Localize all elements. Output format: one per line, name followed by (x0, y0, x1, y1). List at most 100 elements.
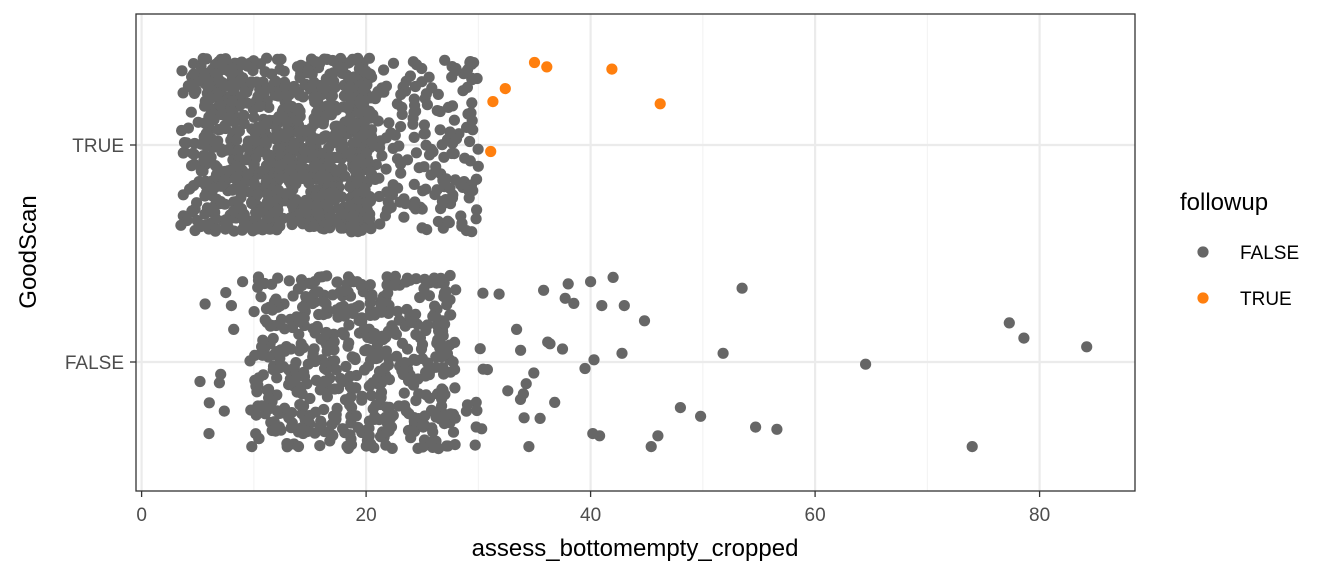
data-point (464, 135, 476, 148)
data-point (366, 136, 378, 148)
data-point (345, 226, 358, 238)
data-point (325, 211, 337, 223)
data-point (419, 273, 431, 285)
data-point (298, 198, 310, 210)
data-point (396, 108, 408, 120)
data-point (652, 430, 664, 442)
data-point (579, 362, 591, 375)
data-point (302, 358, 314, 370)
data-point (290, 357, 302, 369)
data-point (382, 287, 394, 299)
data-point (607, 271, 619, 283)
data-point (358, 116, 370, 128)
data-point (292, 102, 304, 115)
x-tick-label: 20 (356, 505, 377, 526)
data-point (342, 102, 354, 114)
data-point (182, 122, 194, 134)
data-point (332, 203, 344, 215)
data-point (275, 313, 288, 325)
data-point (274, 172, 286, 184)
data-point (307, 148, 319, 160)
data-point (272, 90, 284, 102)
data-point (228, 205, 240, 217)
data-point (375, 390, 387, 402)
data-point (311, 106, 323, 118)
data-point (301, 207, 313, 219)
data-point (370, 399, 382, 411)
data-point (192, 116, 204, 128)
data-point (260, 160, 272, 172)
data-point (225, 300, 237, 312)
data-point (203, 218, 215, 230)
data-point (292, 440, 305, 453)
data-point (203, 428, 215, 440)
data-point (377, 334, 389, 346)
data-point (771, 423, 783, 435)
data-point (461, 81, 473, 93)
data-point (449, 382, 461, 394)
data-point (287, 143, 300, 155)
data-point (287, 290, 299, 302)
data-point (295, 338, 307, 350)
data-point (517, 388, 530, 400)
x-axis-title: assess_bottomempty_cropped (472, 535, 799, 562)
data-point (175, 219, 187, 231)
data-point (266, 304, 278, 316)
data-point (425, 436, 437, 449)
data-point (398, 387, 410, 399)
data-point (328, 75, 340, 87)
data-point (291, 386, 303, 398)
data-point (250, 409, 262, 421)
data-point (261, 117, 273, 129)
data-point (411, 59, 423, 71)
data-point (256, 400, 268, 412)
data-point (431, 184, 443, 196)
data-point (314, 440, 326, 452)
data-point (476, 423, 488, 435)
data-point (248, 177, 260, 189)
data-point (417, 441, 429, 453)
data-point (456, 217, 468, 229)
data-point (279, 345, 291, 357)
data-point (458, 68, 470, 80)
data-point (365, 92, 377, 104)
data-point (413, 162, 425, 174)
data-point (380, 132, 392, 144)
data-point (300, 291, 312, 303)
data-point (472, 160, 484, 172)
data-point (264, 149, 276, 161)
data-point (194, 375, 206, 388)
data-point (208, 114, 220, 126)
data-point (395, 88, 407, 101)
data-point (261, 52, 273, 64)
data-point (254, 100, 266, 113)
data-point (234, 75, 246, 87)
data-point (276, 111, 288, 123)
data-point (434, 105, 446, 118)
data-point (606, 63, 618, 75)
data-point (645, 441, 657, 453)
data-point (257, 349, 269, 361)
data-point (339, 427, 351, 439)
legend-key (1197, 292, 1209, 304)
data-point (420, 183, 432, 195)
data-point (410, 395, 422, 407)
data-point (349, 118, 361, 130)
y-tick-label: FALSE (65, 353, 124, 374)
data-point (966, 441, 978, 453)
data-point (446, 100, 459, 112)
data-point (314, 420, 326, 432)
data-point (556, 343, 569, 355)
data-point (259, 136, 271, 148)
data-point (449, 174, 461, 186)
data-point (177, 87, 189, 99)
data-point (327, 429, 339, 441)
data-point (366, 290, 378, 302)
data-point (618, 300, 630, 312)
data-point (347, 210, 359, 222)
data-point (407, 112, 419, 124)
data-point (358, 84, 370, 96)
data-point (329, 128, 341, 140)
data-point (228, 84, 240, 96)
data-point (420, 389, 432, 401)
